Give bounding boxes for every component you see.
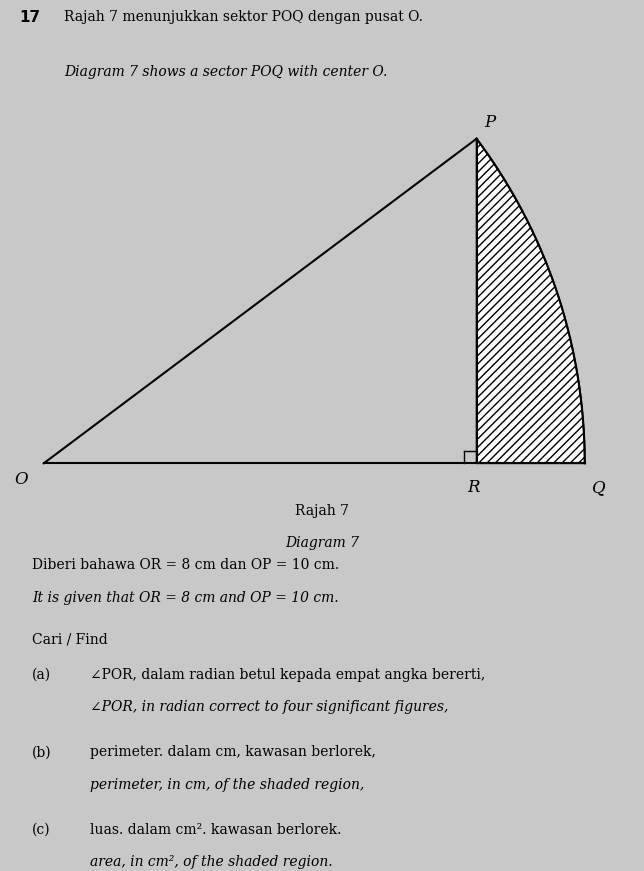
Text: (a): (a) [32,668,52,682]
Text: ∠POR, in radian correct to four significant figures,: ∠POR, in radian correct to four signific… [90,700,448,714]
Text: Diagram 7: Diagram 7 [285,536,359,550]
Polygon shape [477,138,585,463]
Text: Diagram 7 shows a sector POQ with center O.: Diagram 7 shows a sector POQ with center… [64,64,388,78]
Text: Q: Q [592,479,606,496]
Text: ∠POR, dalam radian betul kepada empat angka bererti,: ∠POR, dalam radian betul kepada empat an… [90,668,486,682]
Text: luas. dalam cm². kawasan berlorek.: luas. dalam cm². kawasan berlorek. [90,822,341,837]
Text: Cari / Find: Cari / Find [32,632,108,646]
Text: area, in cm², of the shaded region.: area, in cm², of the shaded region. [90,855,333,869]
Text: Diberi bahawa OR = 8 cm dan OP = 10 cm.: Diberi bahawa OR = 8 cm dan OP = 10 cm. [32,558,339,572]
Text: O: O [15,471,28,488]
Text: perimeter, in cm, of the shaded region,: perimeter, in cm, of the shaded region, [90,778,365,792]
Text: It is given that OR = 8 cm and OP = 10 cm.: It is given that OR = 8 cm and OP = 10 c… [32,591,339,604]
Text: Rajah 7 menunjukkan sektor POQ dengan pusat O.: Rajah 7 menunjukkan sektor POQ dengan pu… [64,10,423,24]
Text: Rajah 7: Rajah 7 [295,504,349,518]
Text: (b): (b) [32,746,52,760]
Text: (c): (c) [32,822,51,837]
Text: perimeter. dalam cm, kawasan berlorek,: perimeter. dalam cm, kawasan berlorek, [90,746,376,760]
Text: 17: 17 [19,10,41,25]
Text: P: P [484,114,495,131]
Text: R: R [467,479,480,496]
